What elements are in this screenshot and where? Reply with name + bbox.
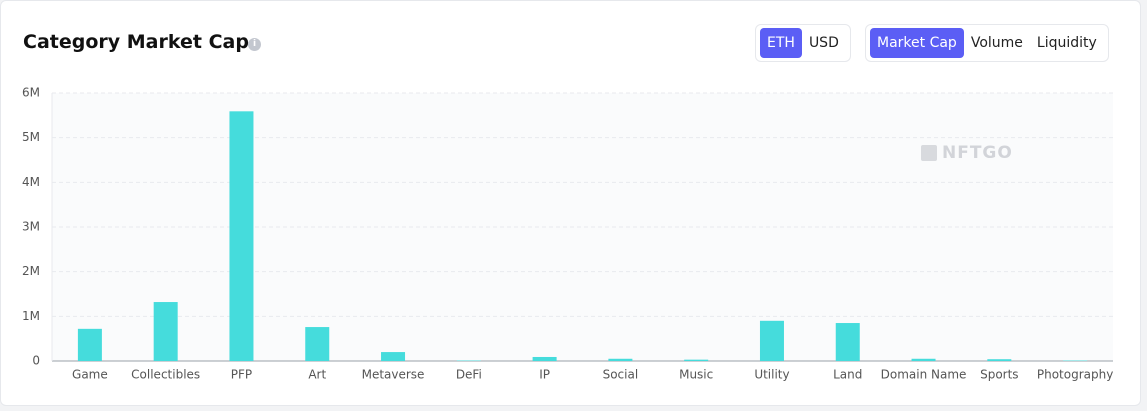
bar: [911, 358, 936, 361]
bar: [77, 328, 102, 361]
y-tick-label: 0: [32, 354, 40, 368]
bar: [381, 352, 406, 361]
bar: [759, 320, 784, 361]
toggle-button[interactable]: Volume: [970, 35, 1023, 51]
bar: [153, 302, 178, 361]
toggle-button[interactable]: ETH: [760, 28, 802, 58]
y-tick-label: 6M: [22, 86, 40, 100]
x-tick-label: Sports: [980, 368, 1018, 382]
x-tick-label: Domain Name: [881, 368, 967, 382]
bar: [229, 111, 254, 362]
y-tick-label: 1M: [22, 309, 40, 323]
x-tick-label: Social: [603, 368, 639, 382]
x-tick-label: Photography: [1037, 368, 1113, 382]
watermark-logo: [921, 145, 937, 161]
chart-title: Category Market Cap: [23, 31, 249, 53]
x-tick-label: Metaverse: [362, 368, 425, 382]
bar: [987, 359, 1012, 361]
x-tick-label: Music: [679, 368, 713, 382]
toggle-button[interactable]: Market Cap: [870, 28, 964, 58]
x-tick-label: Art: [308, 368, 326, 382]
y-tick-label: 4M: [22, 175, 40, 189]
metric-toggle: Market Cap Volume Liquidity: [865, 24, 1109, 62]
toggle-button[interactable]: Liquidity: [1036, 35, 1097, 51]
x-tick-label: Land: [833, 368, 862, 382]
info-icon[interactable]: i: [248, 38, 261, 51]
currency-toggle: ETH USD: [755, 24, 851, 62]
y-tick-label: 5M: [22, 130, 40, 144]
x-tick-label: PFP: [231, 368, 252, 382]
bar: [835, 323, 860, 361]
x-tick-label: Game: [72, 368, 108, 382]
y-tick-label: 3M: [22, 220, 40, 234]
bar: [305, 327, 330, 361]
bar: [684, 359, 709, 361]
y-tick-label: 2M: [22, 264, 40, 278]
bar: [532, 356, 557, 361]
x-tick-label: IP: [539, 368, 550, 382]
watermark: NFTGO: [942, 143, 1013, 163]
x-tick-label: DeFi: [456, 368, 482, 382]
x-tick-label: Collectibles: [131, 368, 200, 382]
plot-area: [52, 93, 1113, 361]
toggle-button[interactable]: USD: [808, 35, 839, 51]
x-tick-label: Utility: [754, 368, 789, 382]
bar: [608, 358, 633, 361]
